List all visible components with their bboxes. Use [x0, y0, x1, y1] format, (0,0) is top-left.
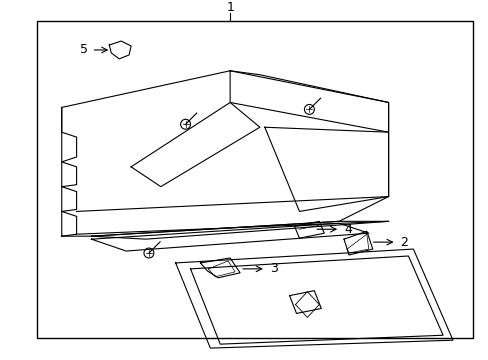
Text: 3: 3: [269, 262, 277, 275]
Text: 2: 2: [400, 236, 407, 249]
Text: 4: 4: [344, 223, 351, 236]
Text: 5: 5: [80, 44, 87, 57]
Bar: [37, 21, 472, 338]
Text: 1: 1: [226, 1, 234, 14]
